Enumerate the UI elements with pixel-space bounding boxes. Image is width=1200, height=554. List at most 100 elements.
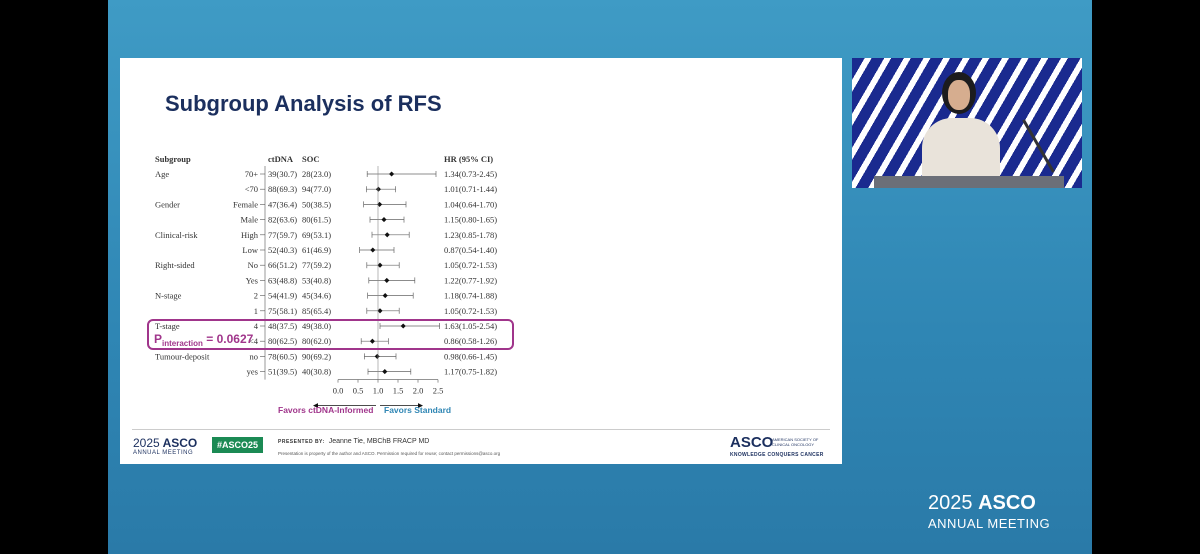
corner-annual-meeting: ANNUAL MEETING (928, 516, 1051, 531)
footer-year: 2025 (133, 436, 160, 450)
arrow-right-head (418, 403, 423, 408)
hr-point (384, 277, 390, 283)
footer-annual-meeting: ANNUAL MEETING (133, 450, 194, 456)
hr-point (370, 247, 376, 253)
soc-count: 53(40.8) (302, 275, 331, 285)
hashtag-badge: #ASCO25 (212, 437, 264, 453)
forest-row: 1 75(58.1) 85(65.4) 1.05(0.72-1.53) (254, 306, 498, 316)
presenter-name: Jeanne Tie, MBChB FRACP MD (328, 438, 430, 445)
soc-count: 77(59.2) (302, 260, 331, 270)
subgroup-level: 4 (254, 321, 259, 331)
asco-tagline: KNOWLEDGE CONQUERS CANCER (730, 452, 824, 458)
hr-point (382, 293, 388, 299)
forest-row: Low 52(40.3) 61(46.9) 0.87(0.54-1.40) (242, 245, 497, 255)
forest-row: Yes 63(48.8) 53(40.8) 1.22(0.77-1.92) (246, 275, 498, 285)
p-subscript: interaction (162, 339, 203, 348)
subgroup-level: <4 (249, 336, 259, 346)
forest-row: yes 51(39.5) 40(30.8) 1.17(0.75-1.82) (247, 367, 498, 377)
subgroup-level: Male (241, 215, 259, 225)
corner-brand: ASCO (978, 492, 1036, 514)
footer-divider (132, 429, 830, 430)
subgroup-level: 2 (254, 291, 258, 301)
forest-row: <70 88(69.3) 94(77.0) 1.01(0.71-1.44) (245, 184, 498, 194)
x-tick-label: 1.5 (393, 386, 404, 396)
hr-ci-text: 1.04(0.64-1.70) (444, 199, 497, 209)
soc-count: 40(30.8) (302, 367, 331, 377)
hr-point (375, 186, 381, 192)
hr-point (381, 217, 387, 223)
soc-count: 49(38.0) (302, 321, 331, 331)
soc-count: 69(53.1) (302, 230, 331, 240)
x-tick-label: 0.0 (333, 386, 344, 396)
arrow-left-head (313, 403, 318, 408)
subgroup-name: N-stage (155, 291, 182, 301)
subgroup-name: T-stage (155, 321, 180, 331)
favors-right-label: Favors Standard (384, 405, 452, 415)
x-tick-label: 2.0 (413, 386, 424, 396)
hr-ci-text: 1.18(0.74-1.88) (444, 291, 497, 301)
ctdna-count: 77(59.7) (268, 230, 297, 240)
ctdna-count: 63(48.8) (268, 275, 297, 285)
soc-count: 85(65.4) (302, 306, 331, 316)
ctdna-count: 66(51.2) (268, 260, 297, 270)
hr-ci-text: 1.34(0.73-2.45) (444, 169, 497, 179)
soc-count: 80(62.0) (302, 336, 331, 346)
ctdna-count: 52(40.3) (268, 245, 297, 255)
header-hr: HR (95% CI) (444, 154, 493, 164)
ctdna-count: 54(41.9) (268, 291, 297, 301)
footer-brand: ASCO (162, 436, 198, 450)
video-stage: Subgroup Analysis of RFS Subgroup ctDNA … (108, 0, 1092, 554)
p-prefix: P (154, 332, 163, 346)
hr-ci-text: 1.05(0.72-1.53) (444, 306, 497, 316)
subgroup-name: Right-sided (155, 260, 195, 270)
hr-point (389, 171, 395, 177)
subgroup-level: no (250, 351, 259, 361)
subgroup-name: Gender (155, 199, 180, 209)
subgroup-name: Tumour-deposit (155, 351, 210, 361)
header-subgroup: Subgroup (155, 154, 191, 164)
x-tick-label: 0.5 (353, 386, 364, 396)
soc-count: 45(34.6) (302, 291, 331, 301)
ctdna-count: 39(30.7) (268, 169, 297, 179)
footer-asco-year: 2025 ASCO (133, 436, 197, 450)
p-value: = 0.0627 (206, 332, 254, 346)
hr-ci-text: 0.98(0.66-1.45) (444, 351, 497, 361)
forest-row: Male 82(63.6) 80(61.5) 1.15(0.80-1.65) (241, 215, 498, 225)
forest-row: Right-sided No 66(51.2) 77(59.2) 1.05(0.72-1… (155, 260, 497, 270)
x-tick-label: 2.5 (433, 386, 444, 396)
forest-row: <4 80(62.5) 80(62.0) 0.86(0.58-1.26) (249, 336, 497, 346)
subgroup-level: Female (233, 199, 258, 209)
hr-ci-text: 1.17(0.75-1.82) (444, 367, 497, 377)
forest-row: Gender Female 47(36.4) 50(38.5) 1.04(0.64-1.… (155, 199, 497, 209)
subgroup-level: Yes (246, 275, 258, 285)
hr-ci-text: 0.86(0.58-1.26) (444, 336, 497, 346)
corner-asco-year: 2025 ASCO (928, 492, 1036, 515)
hr-ci-text: 1.22(0.77-1.92) (444, 275, 497, 285)
subgroup-level: No (248, 260, 258, 270)
presented-by: PRESENTED BY: Jeanne Tie, MBChB FRACP MD (278, 438, 429, 445)
hr-ci-text: 1.01(0.71-1.44) (444, 184, 497, 194)
speaker-body (922, 118, 1000, 178)
forest-row: Clinical-risk High 77(59.7) 69(53.1) 1.23(0.… (155, 230, 497, 240)
ctdna-count: 75(58.1) (268, 306, 297, 316)
hr-point (374, 353, 380, 359)
forest-row: Tumour-deposit no 78(60.5) 90(69.2) 0.98(0.6… (155, 351, 497, 361)
hr-ci-text: 0.87(0.54-1.40) (444, 245, 497, 255)
header-ctdna: ctDNA (268, 154, 294, 164)
slide-title: Subgroup Analysis of RFS (165, 91, 442, 116)
soc-count: 50(38.5) (302, 199, 331, 209)
ctdna-count: 78(60.5) (268, 351, 297, 361)
speaker-face (948, 80, 970, 110)
soc-count: 94(77.0) (302, 184, 331, 194)
ctdna-count: 82(63.6) (268, 215, 297, 225)
subgroup-level: yes (247, 367, 258, 377)
asco-logo: ASCO (730, 434, 774, 451)
soc-count: 90(69.2) (302, 351, 331, 361)
corner-year: 2025 (928, 492, 973, 514)
ctdna-count: 48(37.5) (268, 321, 297, 331)
subgroup-name: Age (155, 169, 169, 179)
hr-ci-text: 1.23(0.85-1.78) (444, 230, 497, 240)
p-interaction-label: Pinteraction = 0.0627 (154, 332, 254, 348)
ctdna-count: 80(62.5) (268, 336, 297, 346)
hr-ci-text: 1.15(0.80-1.65) (444, 215, 497, 225)
